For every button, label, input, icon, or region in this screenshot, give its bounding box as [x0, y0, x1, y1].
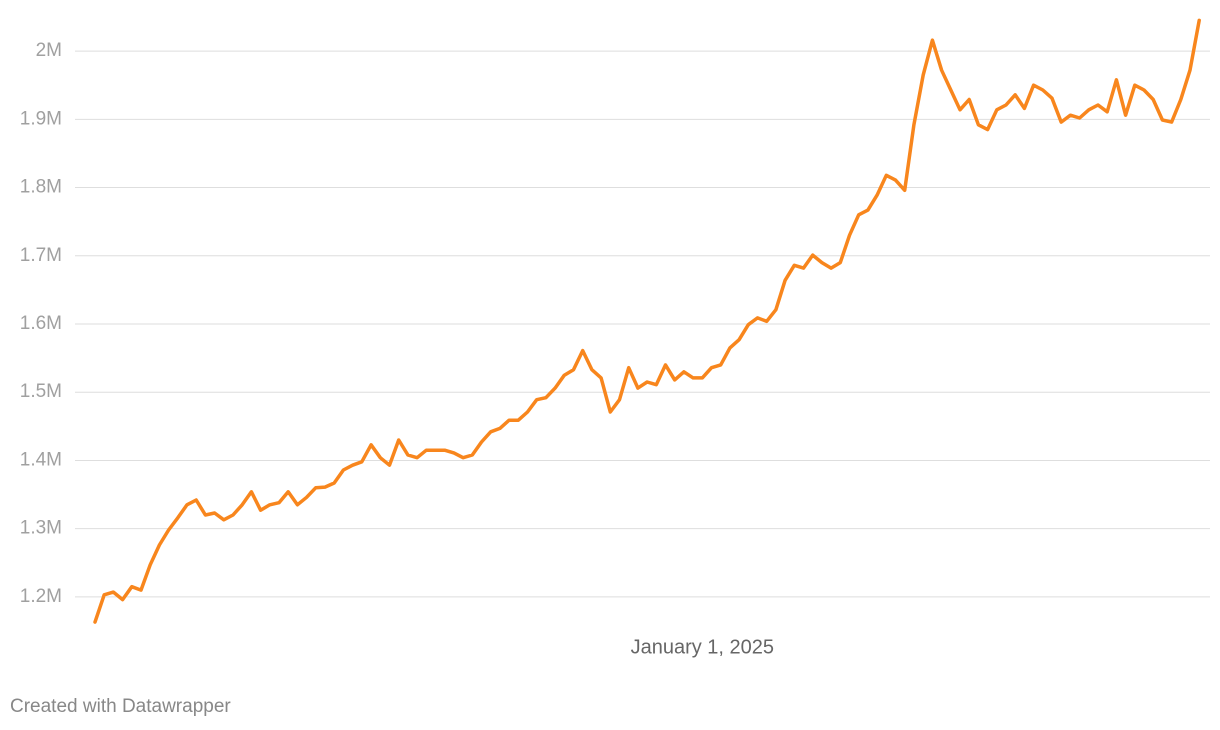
y-tick-label: 1.7M [20, 245, 62, 266]
y-tick-label: 2M [36, 40, 62, 61]
y-tick-label: 1.3M [20, 518, 62, 539]
credit: Created with Datawrapper [10, 696, 231, 717]
y-tick-label: 1.6M [20, 313, 62, 334]
y-tick-label: 1.4M [20, 449, 62, 470]
y-tick-label: 1.5M [20, 381, 62, 402]
line [93, 18, 1201, 624]
y-tick-label: 1.2M [20, 586, 62, 607]
y-tick-label: 1.9M [20, 108, 62, 129]
x-tick-label: January 1, 2025 [631, 636, 774, 658]
y-tick-label: 1.8M [20, 177, 62, 198]
